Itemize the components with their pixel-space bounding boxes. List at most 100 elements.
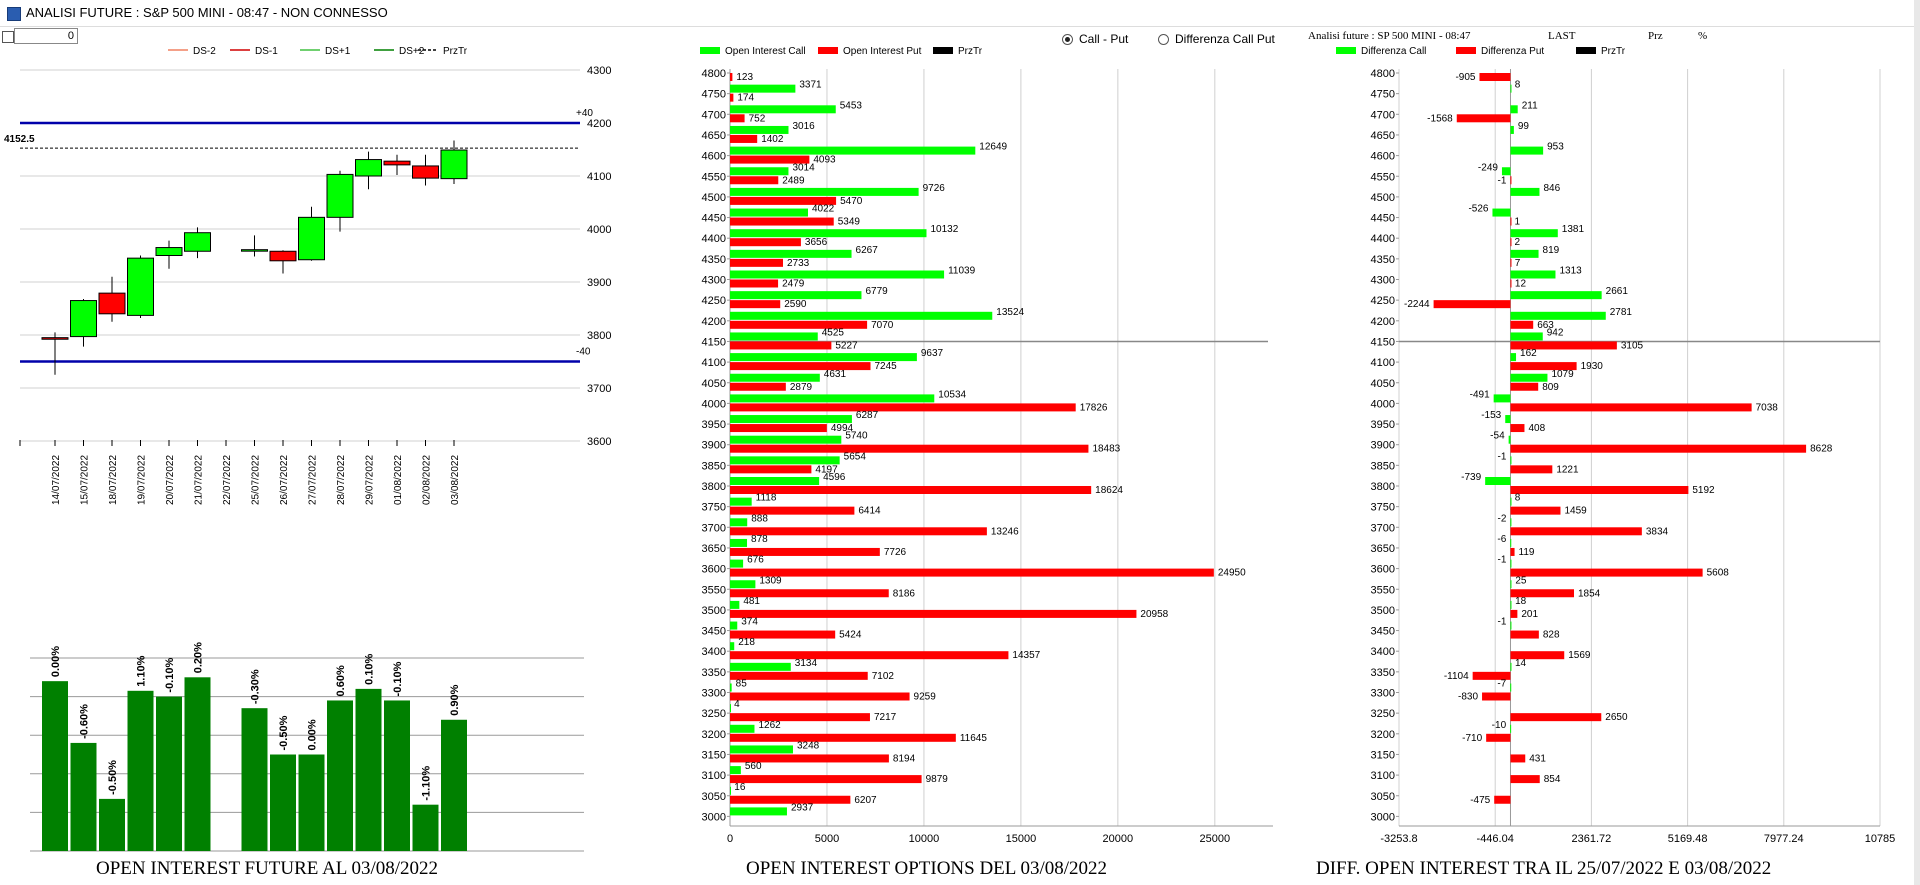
option-diff-call-put[interactable]: Differenza Call Put [1158,32,1275,46]
strike-label: 4400 [1371,233,1395,245]
strike-label: 3500 [702,605,726,617]
future-chart-title: OPEN INTEREST FUTURE AL 03/08/2022 [96,858,439,879]
strike-label: 3150 [1371,749,1395,761]
call-value-label: 4 [734,699,740,710]
put-value-label: 18624 [1095,485,1123,496]
put-value-label: 119 [1519,547,1535,558]
strike-label: 3600 [1371,564,1395,576]
put-value-label: 13246 [991,526,1019,537]
oi-bar-label: -0.50% [278,715,290,750]
call-value-label: 3248 [797,740,820,751]
call-value-label: 3134 [795,658,818,669]
put-value-label: 1221 [1556,464,1579,475]
put-bar [1456,114,1511,123]
put-bar [730,754,889,763]
put-value-label: 20958 [1140,609,1168,620]
call-bar [1510,291,1602,300]
put-value-label: -1104 [1444,671,1469,682]
call-bar [1501,167,1511,176]
put-bar [730,424,827,433]
x-tick-label: 10000 [909,833,940,845]
call-value-label: 1118 [756,493,777,504]
call-bar [730,456,840,465]
put-bar [1510,754,1526,763]
call-value-label: 12649 [979,142,1007,153]
x-date-label: 29/07/2022 [365,455,376,505]
put-value-label: 854 [1544,774,1561,785]
candle-body [298,216,325,261]
strike-label: 4000 [1371,398,1395,410]
legend-swatch [1576,47,1596,54]
strike-label: 3850 [702,460,726,472]
put-bar [1510,444,1807,453]
toolbar-checkbox[interactable] [2,31,14,43]
strike-label: 3100 [702,770,726,782]
strike-label: 4650 [702,130,726,142]
x-date-label: 27/07/2022 [308,455,319,505]
call-bar [1510,724,1512,733]
x-tick-label: 20000 [1103,833,1134,845]
put-bar [730,775,922,784]
put-value-label: 4197 [815,464,838,475]
put-bar [730,713,870,722]
y-tick-label: 4100 [587,171,611,183]
call-value-label: 14 [1515,658,1527,669]
strike-label: 4500 [1371,192,1395,204]
strike-label: 3100 [1371,770,1395,782]
call-value-label: 481 [743,596,760,607]
y-tick-label: 4000 [587,224,611,236]
put-bar [1510,341,1617,350]
oi-bar [99,798,125,851]
call-value-label: 1079 [1551,369,1574,380]
open-interest-future-bars: 0.00% -0.60% -0.50% 1.10% -0.10% 0.20% -0.30% -… [30,642,584,852]
strike-label: 4300 [1371,275,1395,287]
call-bar [1493,394,1511,403]
x-tick-label: 5000 [815,833,839,845]
call-value-label: -10 [1492,720,1507,731]
option-diff-label: Differenza Call Put [1175,32,1275,46]
legend-label: Differenza Put [1481,46,1544,57]
x-tick-label: 10785 [1865,833,1896,845]
x-date-label: 28/07/2022 [336,455,347,505]
put-value-label: 7038 [1756,402,1779,413]
radio-icon-checked[interactable] [1062,33,1073,45]
legend-label: Open Interest Call [725,46,806,57]
call-value-label: -7 [1497,679,1506,690]
call-bar [1510,105,1518,114]
strike-label: 3700 [1371,522,1395,534]
counter-field[interactable]: 0 [14,28,78,44]
put-bar [730,527,987,536]
put-value-label: 12 [1515,279,1527,290]
call-bar [1510,311,1606,320]
put-value-label: 17826 [1080,402,1108,413]
call-value-label: 4631 [824,369,847,380]
call-bar [730,435,842,444]
x-date-label: 15/07/2022 [80,455,91,505]
put-bar [730,651,1009,660]
call-value-label: 2937 [791,802,814,813]
call-bar [1505,415,1511,424]
put-bar [730,258,784,267]
strike-label: 3250 [702,708,726,720]
y-tick-label: 4200 [587,118,611,130]
strike-label: 3600 [702,564,726,576]
oi-bar [355,688,382,851]
put-bar [1510,217,1512,226]
call-value-label: 676 [747,555,764,566]
candle-body [70,300,97,338]
put-value-label: 1569 [1568,650,1591,661]
put-bar [730,795,851,804]
call-value-label: 953 [1547,142,1564,153]
option-call-put[interactable]: Call - Put [1062,32,1128,46]
call-value-label: 25 [1515,575,1527,586]
call-bar [730,559,744,568]
put-bar [730,630,836,639]
call-bar [1510,270,1556,279]
radio-icon[interactable] [1158,33,1169,45]
call-bar [730,373,820,382]
put-value-label: 18483 [1092,444,1120,455]
put-bar [730,341,832,350]
oi-bar-label: 1.10% [136,655,148,686]
call-bar [730,187,919,196]
strike-label: 3950 [702,419,726,431]
